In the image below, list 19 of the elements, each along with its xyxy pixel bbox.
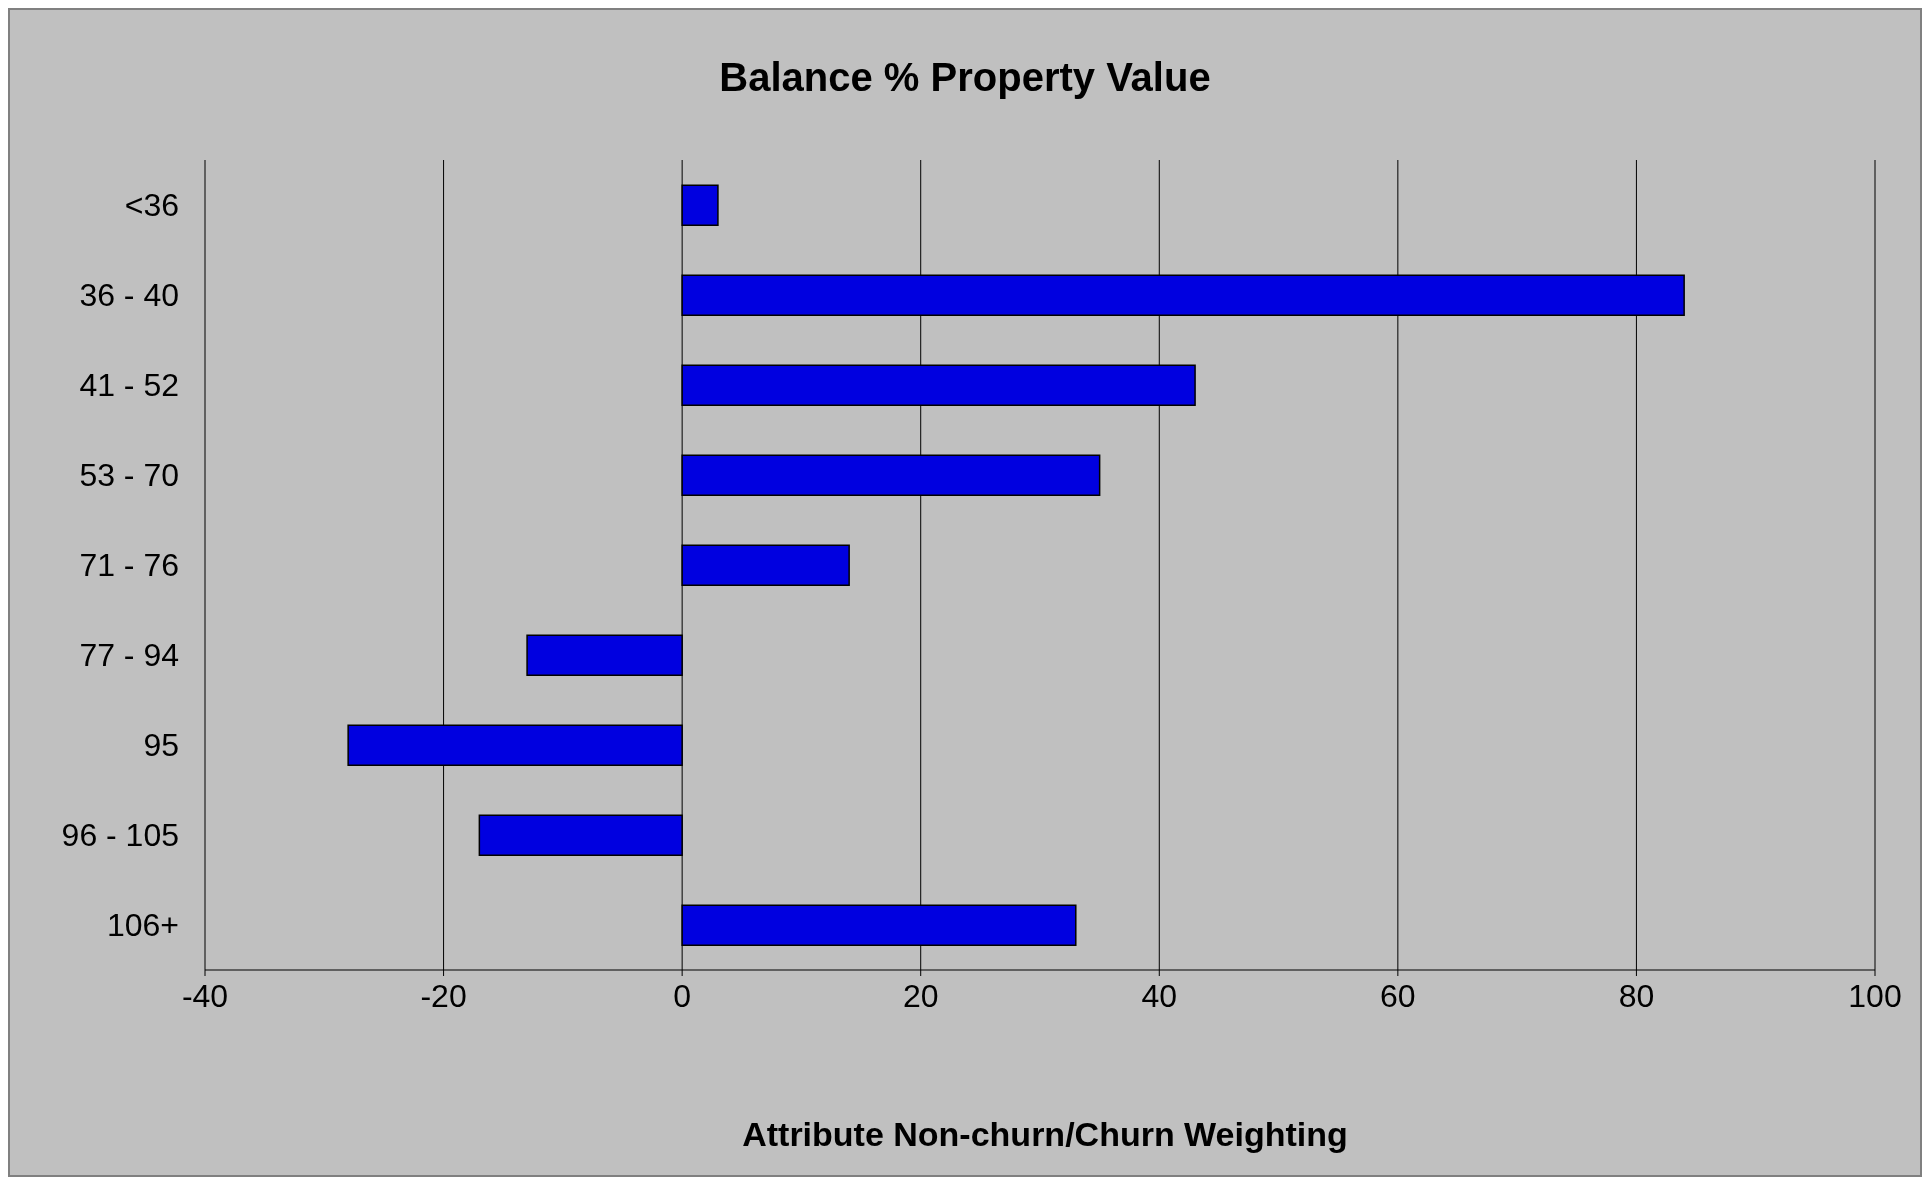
- x-tick-label: -20: [420, 977, 467, 1014]
- x-tick-label: 20: [902, 977, 939, 1014]
- y-tick-label: 36 - 40: [79, 277, 179, 314]
- y-tick-label: 106+: [106, 907, 179, 944]
- y-tick-label: <36: [124, 187, 179, 224]
- y-tick-label: 96 - 105: [61, 817, 179, 854]
- x-tick-label: 80: [1618, 977, 1655, 1014]
- x-tick-label: 0: [673, 977, 692, 1014]
- x-tick-label: 60: [1380, 977, 1416, 1014]
- x-tick-label: -40: [181, 977, 229, 1014]
- y-tick-label: 77 - 94: [79, 637, 179, 674]
- y-tick-label: 41 - 52: [79, 367, 179, 404]
- y-tick-label: 53 - 70: [79, 457, 179, 494]
- y-tick-label: 95: [143, 727, 179, 764]
- x-tick-label: 100: [1848, 977, 1902, 1014]
- y-tick-label: 71 - 76: [79, 547, 179, 584]
- x-tick-label: 40: [1141, 977, 1178, 1014]
- x-axis-title: Attribute Non-churn/Churn Weighting: [741, 1115, 1349, 1154]
- chart-title: Balance % Property Value: [718, 55, 1212, 100]
